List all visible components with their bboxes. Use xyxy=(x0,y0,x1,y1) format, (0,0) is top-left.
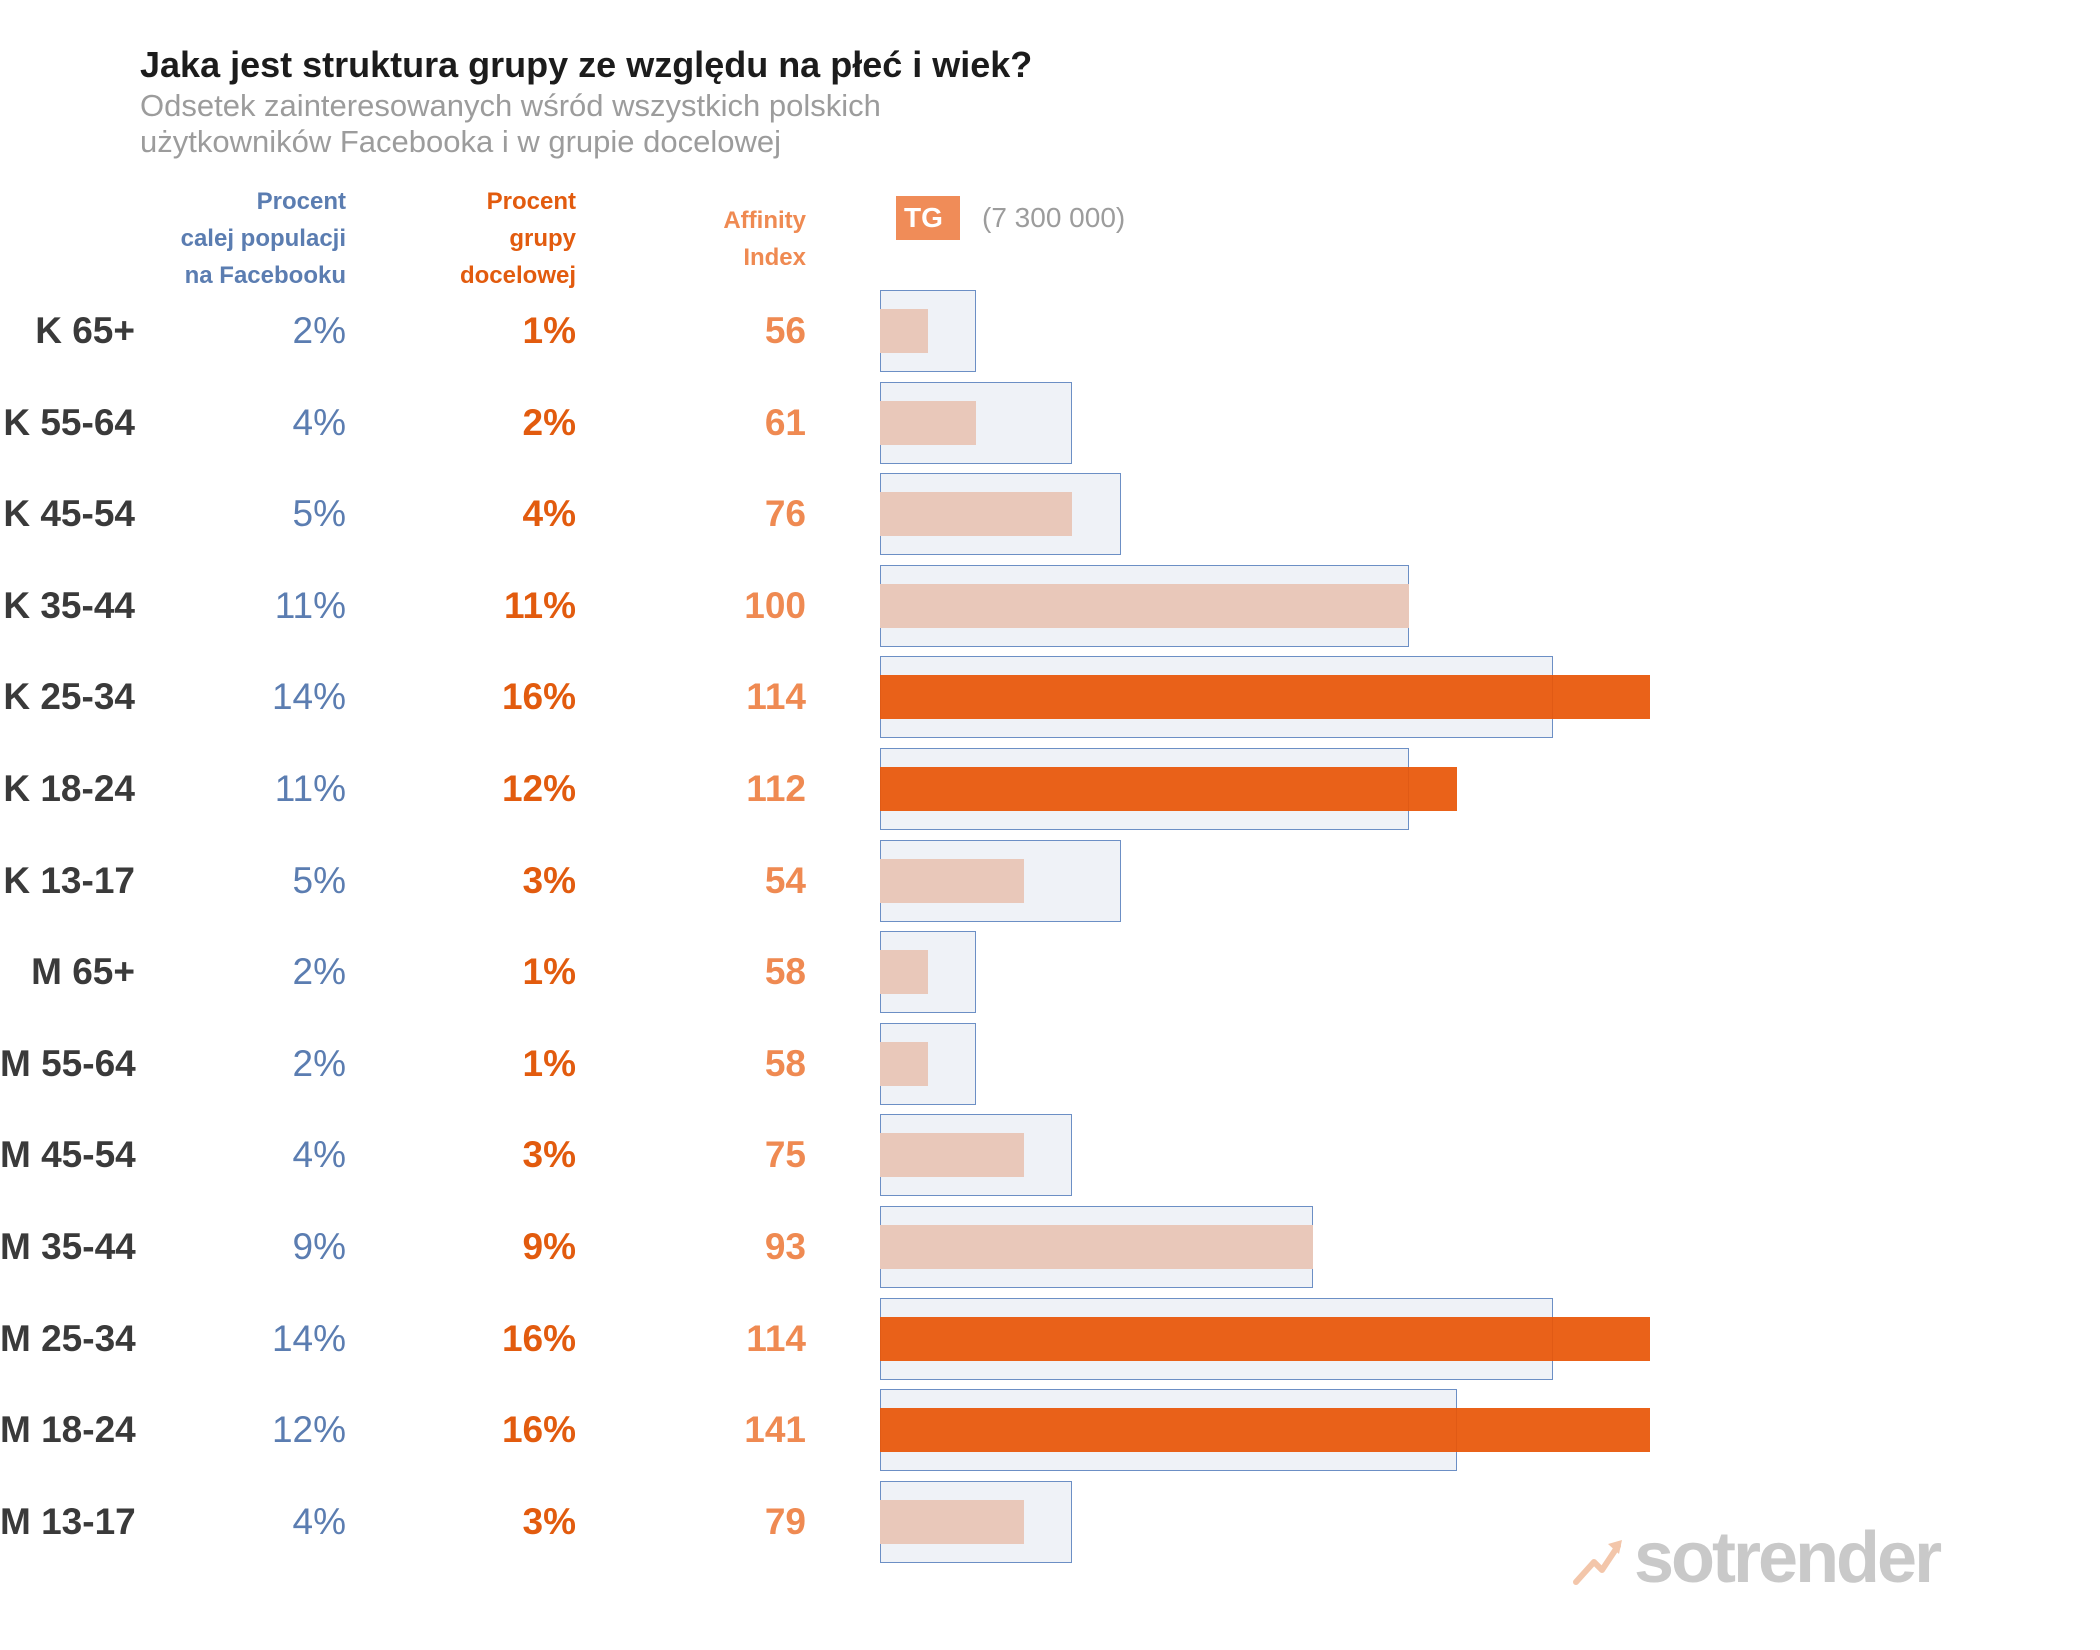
affinity-header-line: Affinity xyxy=(723,207,806,234)
population-value: 14% xyxy=(271,676,346,718)
target-header-line: docelowej xyxy=(459,262,576,289)
population-column-header: Procent calej populacji na Facebooku xyxy=(140,183,346,294)
row-label: M 45-54 xyxy=(0,1134,136,1176)
population-bar xyxy=(880,290,977,372)
target-value: 11% xyxy=(503,584,576,626)
target-value: 1% xyxy=(522,310,576,351)
target-header-line: grupy xyxy=(509,225,576,252)
row-label: M 35-44 xyxy=(0,1226,136,1267)
affinity-value: 56 xyxy=(764,310,806,351)
affinity-value: 58 xyxy=(764,951,806,993)
population-value: 4% xyxy=(292,1500,346,1542)
target-bar xyxy=(880,1225,1313,1269)
target-value: 12% xyxy=(501,768,576,809)
row-label: K 25-34 xyxy=(3,676,135,718)
row-label: M 55-64 xyxy=(0,1042,136,1084)
affinity-value: 112 xyxy=(746,768,806,809)
row-label: M 18-24 xyxy=(0,1409,136,1451)
population-value: 4% xyxy=(292,1134,346,1176)
population-header-line: calej populacji xyxy=(180,225,346,252)
row-label: K 55-64 xyxy=(3,401,135,443)
affinity-value: 58 xyxy=(764,1042,806,1084)
population-value: 2% xyxy=(292,951,346,993)
row-label: K 13-17 xyxy=(3,859,135,901)
chart-title: Jaka jest struktura grupy ze względu na … xyxy=(140,44,1033,85)
population-value: 4% xyxy=(292,401,346,443)
trend-arrow-icon xyxy=(1573,1540,1622,1585)
row-label: M 65+ xyxy=(31,951,135,993)
target-bar xyxy=(880,858,1025,903)
target-value: 4% xyxy=(522,493,576,535)
row-label: K 18-24 xyxy=(3,768,135,809)
affinity-column-header: Affinity Index xyxy=(640,202,806,276)
row-label: K 35-44 xyxy=(3,584,135,626)
row-label: M 13-17 xyxy=(0,1500,136,1542)
target-bar xyxy=(880,675,1650,720)
target-bar xyxy=(880,1316,1650,1361)
affinity-value: 100 xyxy=(744,584,806,626)
subtitle-line-2: użytkowników Facebooka i w grupie docelo… xyxy=(140,124,781,159)
affinity-value: 61 xyxy=(764,401,806,443)
target-value: 1% xyxy=(522,951,576,993)
population-header-line: Procent xyxy=(256,188,346,215)
affinity-value: 75 xyxy=(764,1134,806,1176)
population-value: 12% xyxy=(271,1409,346,1451)
target-value: 3% xyxy=(522,1500,576,1542)
target-bar xyxy=(880,1499,1025,1544)
population-value: 2% xyxy=(292,1042,346,1084)
affinity-value: 141 xyxy=(744,1409,806,1451)
row-label: K 65+ xyxy=(35,310,135,351)
target-bar xyxy=(880,400,977,445)
population-value: 5% xyxy=(292,859,346,901)
target-bar xyxy=(880,767,1458,811)
target-bar xyxy=(880,492,1073,537)
population-value: 14% xyxy=(271,1317,346,1359)
target-bar xyxy=(880,309,929,353)
population-value: 2% xyxy=(292,310,346,351)
logo-text: sotrender xyxy=(1634,1518,1942,1598)
tg-count: (7 300 000) xyxy=(982,202,1126,233)
subtitle-line-1: Odsetek zainteresowanych wśród wszystkic… xyxy=(140,88,881,123)
row-label: M 25-34 xyxy=(0,1317,136,1359)
target-value: 16% xyxy=(501,1317,576,1359)
target-column-header: Procent grupy docelowej xyxy=(400,183,576,294)
chart-subtitle: Odsetek zainteresowanych wśród wszystkic… xyxy=(140,88,1040,160)
population-value: 5% xyxy=(292,493,346,535)
target-value: 9% xyxy=(522,1226,576,1267)
population-value: 9% xyxy=(292,1226,346,1267)
target-value: 3% xyxy=(522,859,576,901)
affinity-value: 76 xyxy=(764,493,806,535)
population-value: 11% xyxy=(274,768,346,809)
tg-badge: TG xyxy=(896,196,960,240)
target-value: 1% xyxy=(522,1042,576,1084)
population-header-line: na Facebooku xyxy=(184,262,346,289)
population-value: 11% xyxy=(274,584,346,626)
target-value: 16% xyxy=(501,676,576,718)
target-bar xyxy=(880,583,1410,628)
target-value: 3% xyxy=(522,1134,576,1176)
affinity-value: 114 xyxy=(746,1317,806,1359)
target-value: 16% xyxy=(501,1409,576,1451)
target-value: 2% xyxy=(522,401,576,443)
target-bar xyxy=(880,1408,1650,1453)
affinity-value: 79 xyxy=(764,1500,806,1542)
sotrender-logo: sotrender xyxy=(1572,1518,2012,1598)
target-bar xyxy=(880,1041,929,1086)
target-bar xyxy=(880,950,929,995)
row-label: K 45-54 xyxy=(3,493,135,535)
affinity-header-line: Index xyxy=(743,244,806,271)
affinity-value: 93 xyxy=(764,1226,806,1267)
target-bar xyxy=(880,1133,1025,1178)
target-header-line: Procent xyxy=(486,188,576,215)
affinity-value: 114 xyxy=(746,676,806,718)
affinity-value: 54 xyxy=(764,859,806,901)
